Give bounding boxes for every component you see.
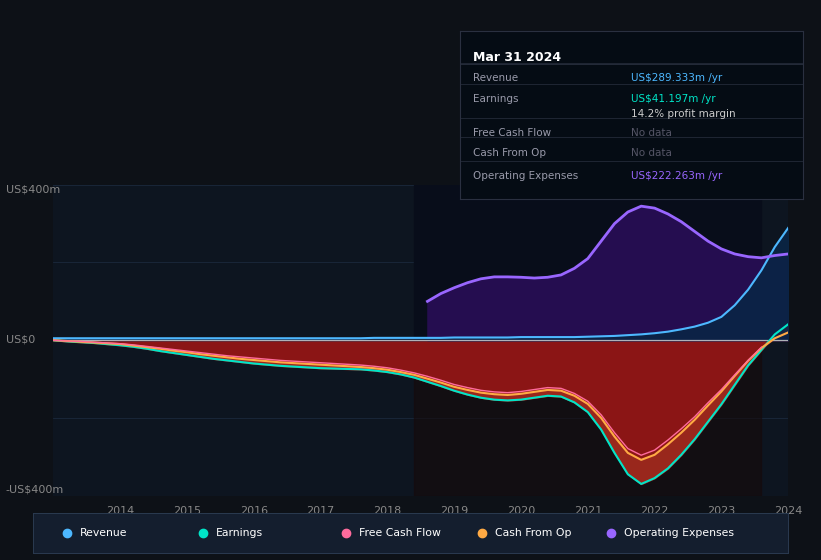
Text: No data: No data: [631, 148, 672, 157]
Text: Cash From Op: Cash From Op: [474, 148, 547, 157]
Text: Earnings: Earnings: [216, 528, 263, 538]
Text: Operating Expenses: Operating Expenses: [474, 171, 579, 181]
Text: Free Cash Flow: Free Cash Flow: [474, 128, 552, 138]
Text: Earnings: Earnings: [474, 94, 519, 104]
Text: 14.2% profit margin: 14.2% profit margin: [631, 109, 736, 119]
Bar: [414, 340, 761, 496]
Text: Revenue: Revenue: [474, 73, 519, 83]
Text: No data: No data: [631, 128, 672, 138]
Text: US$41.197m /yr: US$41.197m /yr: [631, 94, 716, 104]
Text: Free Cash Flow: Free Cash Flow: [359, 528, 441, 538]
Text: Operating Expenses: Operating Expenses: [623, 528, 733, 538]
Text: Revenue: Revenue: [80, 528, 127, 538]
Text: US$222.263m /yr: US$222.263m /yr: [631, 171, 722, 181]
Text: Cash From Op: Cash From Op: [495, 528, 571, 538]
Text: Mar 31 2024: Mar 31 2024: [474, 51, 562, 64]
Text: -US$400m: -US$400m: [6, 484, 64, 494]
Text: US$400m: US$400m: [6, 185, 60, 195]
Text: US$0: US$0: [6, 334, 34, 344]
Text: US$289.333m /yr: US$289.333m /yr: [631, 73, 722, 83]
Bar: [414, 185, 761, 340]
